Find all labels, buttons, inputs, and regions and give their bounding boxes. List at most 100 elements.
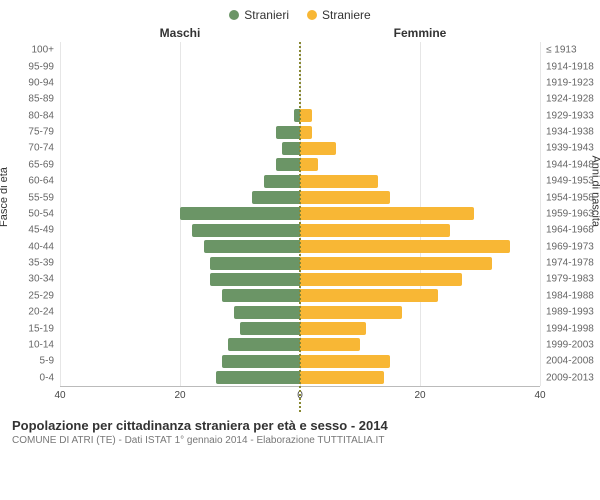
bar-side-male <box>60 207 300 220</box>
birth-label: 1954-1958 <box>540 192 594 203</box>
bar-male <box>282 142 300 155</box>
bar-male <box>210 273 300 286</box>
bar-female <box>300 322 366 335</box>
bar-side-female <box>300 60 540 73</box>
age-label: 35-39 <box>28 258 60 269</box>
bar-side-female <box>300 76 540 89</box>
age-label: 55-59 <box>28 192 60 203</box>
legend-swatch-female <box>307 10 317 20</box>
bar-side-male <box>60 306 300 319</box>
bar-female <box>300 142 336 155</box>
bar-male <box>234 306 300 319</box>
age-label: 65-69 <box>28 159 60 170</box>
birth-label: 1934-1938 <box>540 127 594 138</box>
x-tick: 20 <box>414 390 425 401</box>
birth-label: 1994-1998 <box>540 323 594 334</box>
birth-label: 1969-1973 <box>540 241 594 252</box>
bar-side-male <box>60 158 300 171</box>
x-tick: 20 <box>174 390 185 401</box>
bar-side-male <box>60 322 300 335</box>
birth-label: 1924-1928 <box>540 94 594 105</box>
header-right: Femmine <box>300 26 540 40</box>
chart-area: 100+≤ 191395-991914-191890-941919-192385… <box>60 42 540 412</box>
bar-female <box>300 207 474 220</box>
bar-male <box>210 257 300 270</box>
age-label: 60-64 <box>28 176 60 187</box>
bar-female <box>300 355 390 368</box>
bar-side-female <box>300 322 540 335</box>
bar-side-female <box>300 240 540 253</box>
age-label: 0-4 <box>40 372 60 383</box>
bar-side-female <box>300 126 540 139</box>
age-label: 25-29 <box>28 290 60 301</box>
birth-label: 1979-1983 <box>540 274 594 285</box>
caption-subtitle: COMUNE DI ATRI (TE) - Dati ISTAT 1° genn… <box>12 435 588 446</box>
birth-label: 1989-1993 <box>540 307 594 318</box>
birth-label: 1959-1963 <box>540 208 594 219</box>
bar-side-female <box>300 207 540 220</box>
caption: Popolazione per cittadinanza straniera p… <box>0 412 600 448</box>
bar-male <box>222 289 300 302</box>
birth-label: 1949-1953 <box>540 176 594 187</box>
center-line <box>299 42 301 412</box>
bar-male <box>216 371 300 384</box>
bar-male <box>192 224 300 237</box>
age-label: 40-44 <box>28 241 60 252</box>
legend-label-female: Straniere <box>322 8 371 22</box>
bar-female <box>300 273 462 286</box>
bar-female <box>300 371 384 384</box>
bar-side-male <box>60 240 300 253</box>
bar-male <box>180 207 300 220</box>
legend-item-female: Straniere <box>307 8 371 22</box>
bar-side-female <box>300 257 540 270</box>
x-tick: 40 <box>54 390 65 401</box>
age-label: 85-89 <box>28 94 60 105</box>
age-label: 80-84 <box>28 110 60 121</box>
age-label: 100+ <box>31 45 60 56</box>
bar-male <box>276 126 300 139</box>
age-label: 30-34 <box>28 274 60 285</box>
bar-female <box>300 257 492 270</box>
birth-label: 1939-1943 <box>540 143 594 154</box>
bar-side-male <box>60 273 300 286</box>
bar-side-female <box>300 44 540 57</box>
bar-female <box>300 175 378 188</box>
bar-side-male <box>60 355 300 368</box>
y-axis-title-left: Fasce di età <box>0 167 10 227</box>
x-tick: 40 <box>534 390 545 401</box>
bar-side-male <box>60 93 300 106</box>
bar-side-female <box>300 273 540 286</box>
birth-label: 1914-1918 <box>540 61 594 72</box>
bar-female <box>300 240 510 253</box>
bar-female <box>300 109 312 122</box>
legend-label-male: Stranieri <box>244 8 289 22</box>
bar-female <box>300 126 312 139</box>
bar-side-male <box>60 60 300 73</box>
age-label: 50-54 <box>28 208 60 219</box>
age-label: 95-99 <box>28 61 60 72</box>
bar-side-male <box>60 191 300 204</box>
bar-female <box>300 191 390 204</box>
age-label: 90-94 <box>28 77 60 88</box>
birth-label: 2009-2013 <box>540 372 594 383</box>
birth-label: 1984-1988 <box>540 290 594 301</box>
birth-label: 1944-1948 <box>540 159 594 170</box>
bar-side-female <box>300 338 540 351</box>
caption-title: Popolazione per cittadinanza straniera p… <box>12 418 588 433</box>
bar-male <box>276 158 300 171</box>
bar-female <box>300 338 360 351</box>
bar-female <box>300 158 318 171</box>
bar-female <box>300 306 402 319</box>
birth-label: ≤ 1913 <box>540 45 577 56</box>
bar-side-female <box>300 306 540 319</box>
bar-male <box>204 240 300 253</box>
bar-side-male <box>60 371 300 384</box>
bar-side-female <box>300 355 540 368</box>
bar-male <box>228 338 300 351</box>
chart-header: Maschi Femmine <box>0 22 600 42</box>
bar-side-male <box>60 44 300 57</box>
birth-label: 1999-2003 <box>540 339 594 350</box>
legend: Stranieri Straniere <box>0 0 600 22</box>
bar-male <box>222 355 300 368</box>
age-label: 75-79 <box>28 127 60 138</box>
